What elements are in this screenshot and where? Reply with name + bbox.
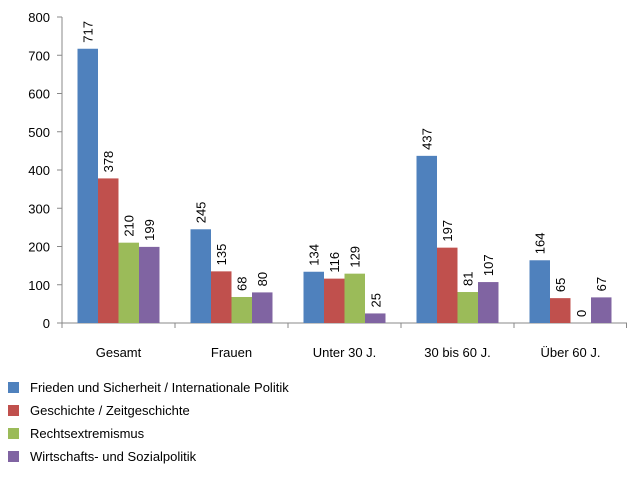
data-label: 116 bbox=[327, 252, 342, 273]
legend-label: Geschichte / Zeitgeschichte bbox=[30, 403, 190, 418]
y-tick-label: 500 bbox=[28, 125, 50, 140]
data-label: 80 bbox=[255, 272, 270, 286]
data-label: 199 bbox=[142, 219, 157, 241]
data-label: 210 bbox=[122, 215, 137, 237]
bar bbox=[344, 273, 365, 323]
data-label: 67 bbox=[594, 277, 609, 291]
bar bbox=[416, 155, 437, 323]
y-tick-label: 600 bbox=[28, 87, 50, 102]
legend-swatch bbox=[8, 405, 19, 416]
bar bbox=[118, 242, 139, 323]
data-label: 245 bbox=[194, 202, 209, 224]
y-tick-label: 300 bbox=[28, 201, 50, 216]
bar bbox=[550, 298, 571, 323]
bar bbox=[231, 296, 252, 323]
x-tick-label: 30 bis 60 J. bbox=[424, 345, 491, 360]
data-label: 129 bbox=[348, 246, 363, 268]
y-tick-label: 100 bbox=[28, 278, 50, 293]
data-label: 68 bbox=[235, 277, 250, 291]
bar bbox=[190, 229, 211, 323]
data-label: 378 bbox=[101, 151, 116, 173]
legend-swatch bbox=[8, 451, 19, 462]
data-label: 81 bbox=[461, 272, 476, 286]
data-label: 134 bbox=[307, 244, 322, 266]
x-tick-label: Unter 30 J. bbox=[313, 345, 377, 360]
bar bbox=[139, 246, 160, 323]
bar bbox=[591, 297, 612, 323]
legend-swatch bbox=[8, 428, 19, 439]
x-tick-label: Frauen bbox=[211, 345, 252, 360]
y-tick-label: 400 bbox=[28, 163, 50, 178]
bar bbox=[211, 271, 232, 323]
legend-label: Wirtschafts- und Sozialpolitik bbox=[30, 449, 197, 464]
bar bbox=[303, 271, 324, 323]
bar bbox=[437, 247, 458, 323]
bar bbox=[77, 48, 98, 324]
y-tick-label: 700 bbox=[28, 48, 50, 63]
data-label: 164 bbox=[533, 233, 548, 255]
bar bbox=[252, 292, 273, 323]
legend-label: Frieden und Sicherheit / Internationale … bbox=[30, 380, 289, 395]
data-label: 25 bbox=[368, 293, 383, 307]
x-tick-label: Gesamt bbox=[96, 345, 142, 360]
data-label: 107 bbox=[481, 254, 496, 276]
x-tick-label: Über 60 J. bbox=[541, 345, 601, 360]
bar bbox=[365, 313, 386, 323]
data-label: 197 bbox=[440, 220, 455, 242]
bar bbox=[98, 178, 119, 323]
data-label: 0 bbox=[574, 310, 589, 317]
data-label: 717 bbox=[81, 21, 96, 43]
legend-swatch bbox=[8, 382, 19, 393]
data-label: 65 bbox=[553, 278, 568, 292]
bar bbox=[324, 278, 345, 323]
data-label: 135 bbox=[214, 244, 229, 266]
legend-label: Rechtsextremismus bbox=[30, 426, 145, 441]
bar bbox=[478, 282, 499, 323]
data-label: 437 bbox=[420, 128, 435, 150]
bar bbox=[457, 292, 478, 323]
y-tick-label: 200 bbox=[28, 240, 50, 255]
y-tick-label: 800 bbox=[28, 10, 50, 25]
bar bbox=[529, 260, 550, 323]
y-tick-label: 0 bbox=[43, 316, 50, 331]
